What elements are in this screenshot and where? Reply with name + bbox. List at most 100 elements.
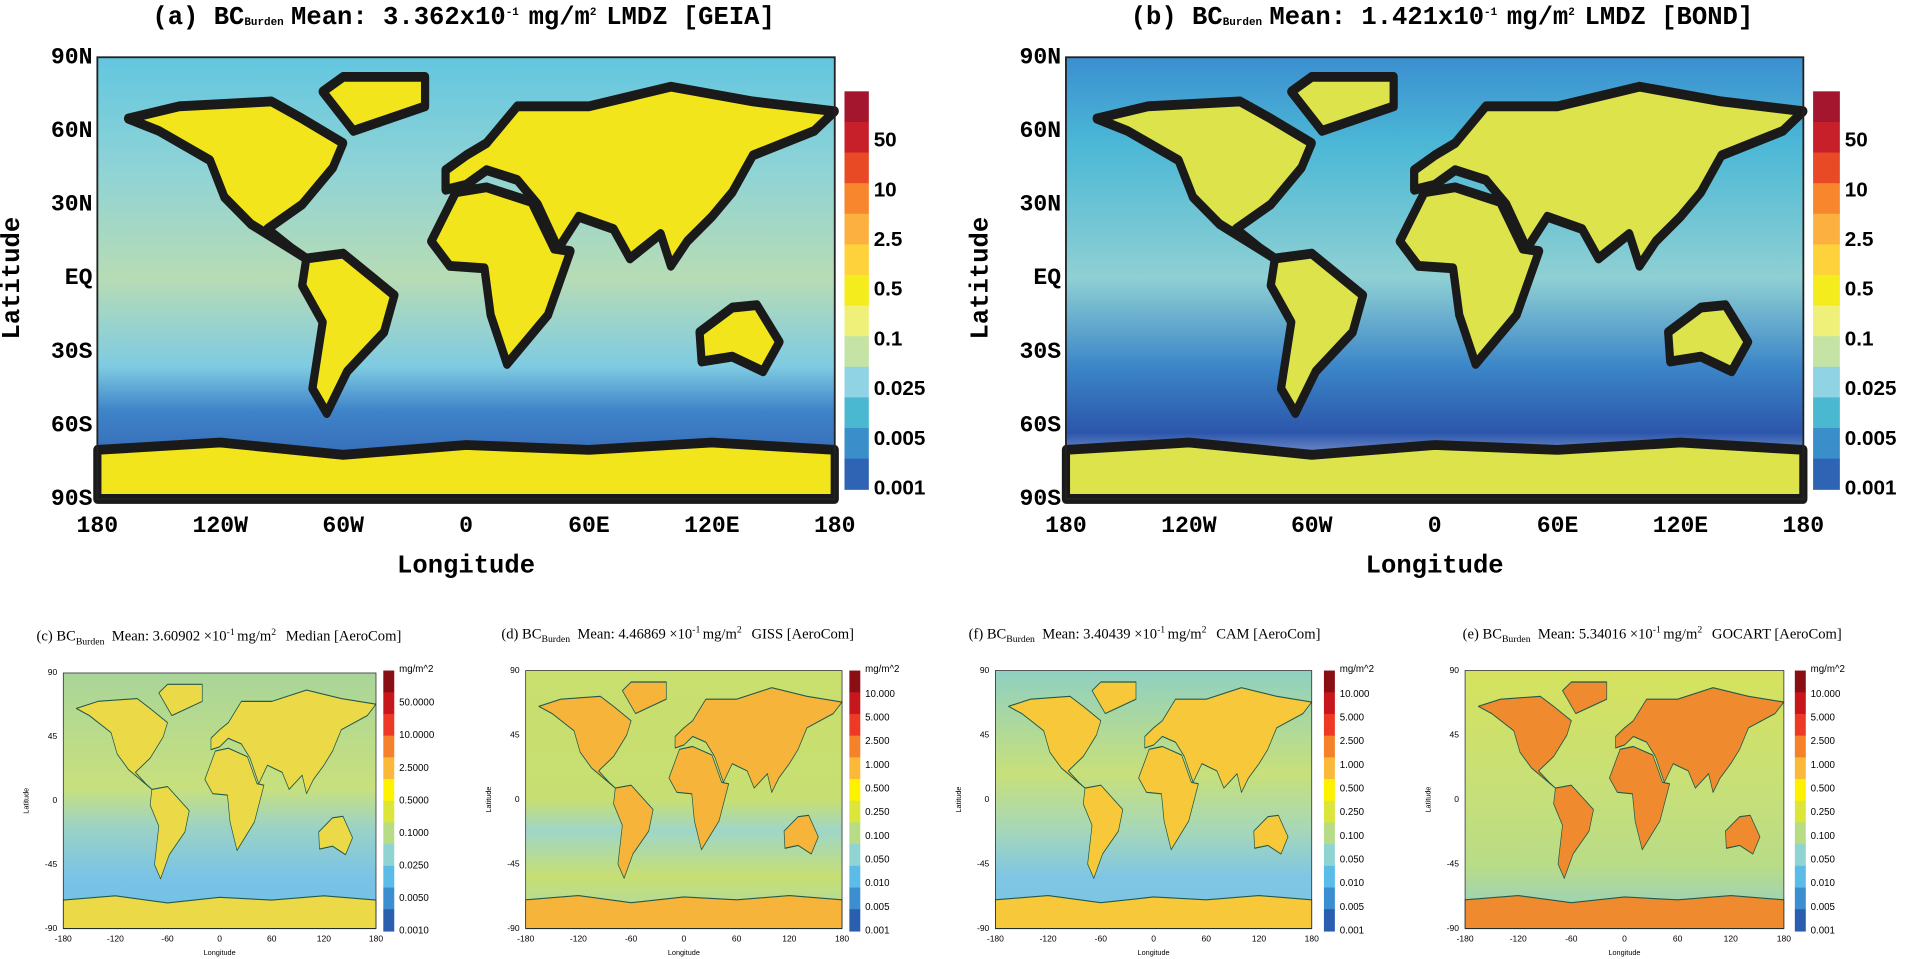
- colorbar-label: 0.001: [1845, 477, 1897, 500]
- x-tick-label: 120W: [193, 513, 249, 539]
- colorbar-label: 0.050: [1811, 854, 1836, 865]
- x-tick-label: 180: [369, 934, 383, 944]
- colorbar-segment: [1323, 735, 1335, 758]
- colorbar-segment: [1813, 183, 1840, 215]
- x-tick-label: 0: [217, 934, 222, 944]
- x-axis-label: Longitude: [1608, 948, 1640, 957]
- colorbar-label: 10: [874, 178, 897, 201]
- x-tick-label: -60: [161, 934, 174, 944]
- y-tick-label: 45: [1450, 729, 1460, 739]
- title-suffix: LMDZ [BOND]: [1585, 3, 1754, 32]
- title-label: (e) BC: [1463, 627, 1502, 643]
- colorbar-segment: [1323, 757, 1335, 780]
- x-tick-label: 180: [1305, 934, 1319, 944]
- title-superscript: -1: [227, 627, 235, 638]
- colorbar-title: mg/m^2: [1811, 664, 1845, 675]
- title-superscript: -1: [1157, 625, 1165, 636]
- x-tick-label: 0: [1428, 513, 1442, 539]
- colorbar-title: mg/m^2: [865, 664, 899, 675]
- colorbar-segment: [1813, 213, 1840, 245]
- y-tick-label: 60S: [51, 412, 93, 438]
- colorbar-segment: [844, 458, 869, 490]
- colorbar-label: 1.000: [1340, 760, 1365, 771]
- y-tick-label: 0: [985, 794, 990, 804]
- colorbar-label: 0.005: [874, 427, 926, 450]
- colorbar-label: 0.250: [865, 807, 890, 818]
- title-unit-superscript: 2: [1202, 625, 1207, 636]
- colorbar-segment: [844, 428, 869, 460]
- colorbar-label: 2.500: [1811, 736, 1836, 747]
- colorbar-segment: [849, 757, 861, 780]
- colorbar-segment: [1794, 692, 1806, 715]
- title-suffix: CAM [AeroCom]: [1216, 627, 1320, 643]
- colorbar-label: 2.500: [865, 736, 890, 747]
- colorbar-label: 1.000: [865, 760, 890, 771]
- y-tick-label: 0: [515, 794, 520, 804]
- colorbar-label: 2.5: [874, 228, 903, 251]
- colorbar-title: mg/m^2: [399, 664, 433, 675]
- colorbar-segment: [383, 887, 395, 910]
- title-text: Mean: 1.421x10: [1269, 3, 1484, 32]
- x-tick-label: 120: [1724, 934, 1738, 944]
- y-tick-label: 60S: [1019, 412, 1061, 438]
- x-tick-label: 60W: [1291, 513, 1333, 539]
- title-suffix: GISS [AeroCom]: [751, 627, 854, 643]
- colorbar-segment: [844, 152, 869, 184]
- x-tick-label: -180: [1457, 934, 1474, 944]
- title-unit-superscript: 2: [1697, 625, 1702, 636]
- y-tick-label: 90: [48, 667, 58, 677]
- map-frame: [1065, 56, 1805, 500]
- colorbar-segment: [1813, 366, 1840, 399]
- y-tick-label: 30N: [1019, 192, 1061, 218]
- x-tick-label: 60E: [568, 513, 610, 539]
- title-text: Mean: 3.60902 ×10: [112, 629, 227, 645]
- colorbar-segment: [1323, 779, 1335, 802]
- title-superscript: -1: [692, 625, 700, 636]
- title-unit: mg/m: [1663, 627, 1698, 643]
- colorbar-segment: [1813, 152, 1840, 184]
- colorbar-segment: [1323, 844, 1335, 867]
- title-unit-superscript: 2: [271, 627, 276, 638]
- colorbar-segment: [1794, 822, 1806, 845]
- x-tick-label: -120: [570, 934, 587, 944]
- colorbar-segment: [1323, 887, 1335, 910]
- y-tick-label: 60N: [51, 118, 93, 144]
- title-subscript: Burden: [541, 634, 570, 645]
- colorbar-label: 0.500: [865, 783, 890, 794]
- panel-title: (a) BCBurden Mean: 3.362x10-1 mg/m2 LMDZ [G…: [152, 3, 774, 32]
- x-tick-label: 120: [317, 934, 331, 944]
- colorbar-segment: [383, 822, 395, 845]
- title-text: Mean: 3.40439 ×10: [1042, 627, 1157, 643]
- y-tick-label: -45: [45, 859, 58, 869]
- colorbar-segment: [849, 800, 861, 824]
- colorbar-segment: [383, 865, 395, 889]
- x-tick-label: 60: [1673, 934, 1683, 944]
- y-tick-label: -90: [1447, 923, 1460, 933]
- x-tick-label: 60: [267, 934, 277, 944]
- title-suffix: GOCART [AeroCom]: [1712, 627, 1842, 643]
- colorbar-label: 10.000: [1340, 689, 1370, 700]
- x-tick-label: -180: [517, 934, 534, 944]
- colorbar-segment: [849, 670, 861, 693]
- panel-title: (c) BCBurden Mean: 3.60902 ×10-1 mg/m2 Medi…: [37, 627, 402, 648]
- y-tick-label: -90: [507, 923, 520, 933]
- x-tick-label: -60: [1565, 934, 1578, 944]
- colorbar-segment: [844, 274, 869, 307]
- colorbar-label: 5.000: [865, 712, 890, 723]
- colorbar-label: 0.100: [865, 831, 890, 842]
- panel-title: (e) BCBurden Mean: 5.34016 ×10-1 mg/m2 GOCA…: [1463, 625, 1842, 646]
- colorbar-segment: [849, 735, 861, 758]
- x-axis-label: Longitude: [1138, 948, 1170, 957]
- y-tick-label: -90: [977, 923, 990, 933]
- colorbar-segment: [1323, 800, 1335, 824]
- colorbar-segment: [844, 121, 869, 154]
- x-axis-label: Longitude: [204, 948, 236, 957]
- x-tick-label: -120: [1040, 934, 1057, 944]
- colorbar-label: 0.005: [1845, 427, 1897, 450]
- title-unit: mg/m: [529, 3, 590, 32]
- colorbar-segment: [383, 757, 395, 780]
- y-tick-label: -45: [507, 858, 520, 868]
- colorbar-segment: [1813, 428, 1840, 460]
- colorbar-segment: [844, 244, 869, 276]
- title-superscript: -1: [1484, 7, 1498, 19]
